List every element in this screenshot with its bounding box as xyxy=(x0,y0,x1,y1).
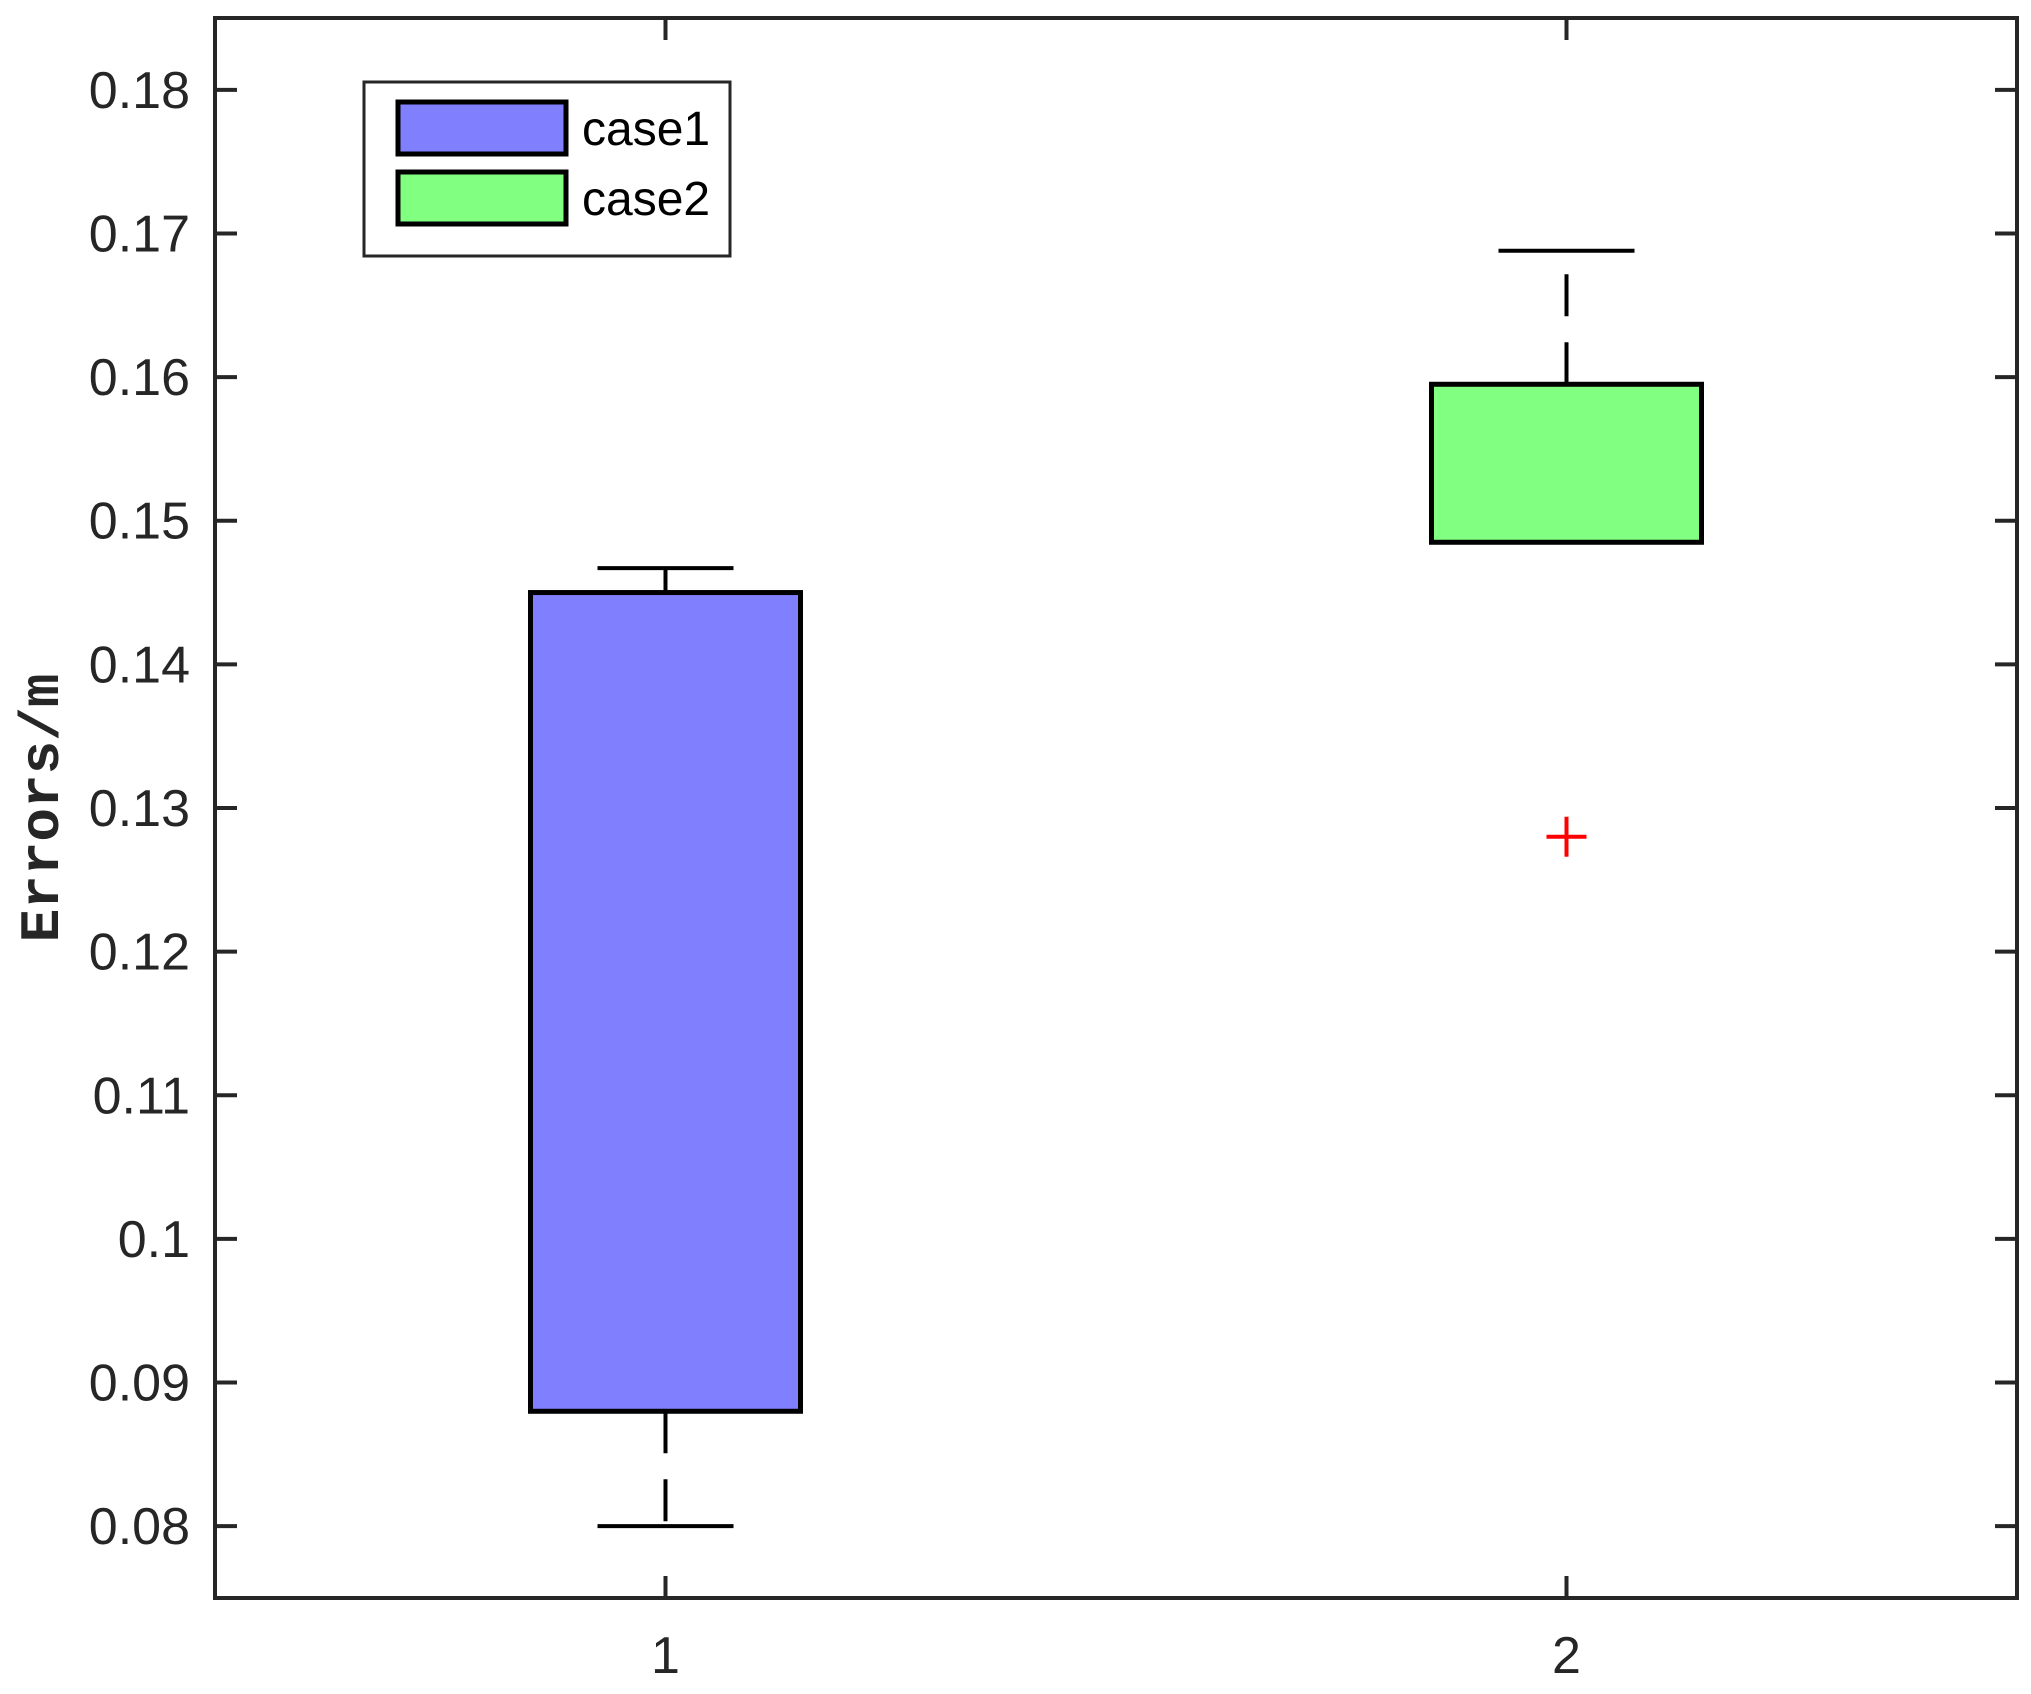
y-tick-label: 0.13 xyxy=(89,780,190,838)
x-tick-label: 1 xyxy=(651,1627,680,1685)
legend[interactable]: case1 case2 xyxy=(362,80,732,258)
boxes-layer xyxy=(528,248,1704,1529)
y-axis-label: Errors/m xyxy=(11,674,75,943)
box-case1[interactable] xyxy=(528,566,803,1529)
box-body xyxy=(1429,381,1704,545)
y-tick-label: 0.1 xyxy=(118,1211,190,1269)
y-tick-label: 0.17 xyxy=(89,205,190,263)
box-case2[interactable] xyxy=(1429,248,1704,857)
outlier-marker xyxy=(1546,816,1587,857)
x-tick-label: 2 xyxy=(1552,1627,1581,1685)
box-body xyxy=(528,590,803,1414)
legend-swatch-case1 xyxy=(395,99,569,157)
y-tick-label: 0.16 xyxy=(89,349,190,407)
legend-label-case2: case2 xyxy=(582,173,710,226)
plot-frame xyxy=(213,16,2019,1600)
y-tick-label: 0.14 xyxy=(89,636,190,694)
y-tick-label: 0.11 xyxy=(93,1067,190,1125)
y-tick-label: 0.09 xyxy=(89,1355,190,1413)
ticks-layer: 0.08 0.09 0.1 0.11 0.12 0.13 0.14 0.15 0.16 0.17 0… xyxy=(89,18,2017,1685)
legend-label-case1: case1 xyxy=(582,103,710,156)
y-tick-label: 0.15 xyxy=(89,493,190,551)
y-tick-label: 0.12 xyxy=(89,924,190,982)
y-tick-label: 0.18 xyxy=(89,62,190,120)
y-tick-label: 0.08 xyxy=(89,1498,190,1556)
legend-swatch-case2 xyxy=(395,169,569,227)
